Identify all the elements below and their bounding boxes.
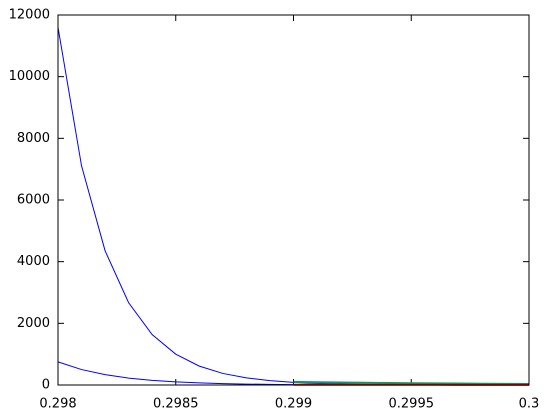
x-tick-label: 0.3 (519, 397, 540, 412)
y-tick-label: 12000 (9, 8, 50, 23)
x-tick-label: 0.298 (39, 397, 76, 412)
y-tick-label: 8000 (17, 131, 50, 146)
y-tick-label: 6000 (17, 193, 50, 208)
series-line (57, 27, 529, 386)
y-tick-label: 2000 (17, 316, 50, 331)
y-tick-label: 0 (42, 378, 50, 393)
y-tick-label: 10000 (9, 69, 50, 84)
plot-frame (57, 14, 530, 386)
x-tick-label: 0.2985 (153, 397, 199, 412)
series-line (293, 380, 530, 385)
x-tick-label: 0.299 (275, 397, 312, 412)
x-tick-label: 0.2995 (389, 397, 435, 412)
y-tick-label: 4000 (17, 254, 50, 269)
